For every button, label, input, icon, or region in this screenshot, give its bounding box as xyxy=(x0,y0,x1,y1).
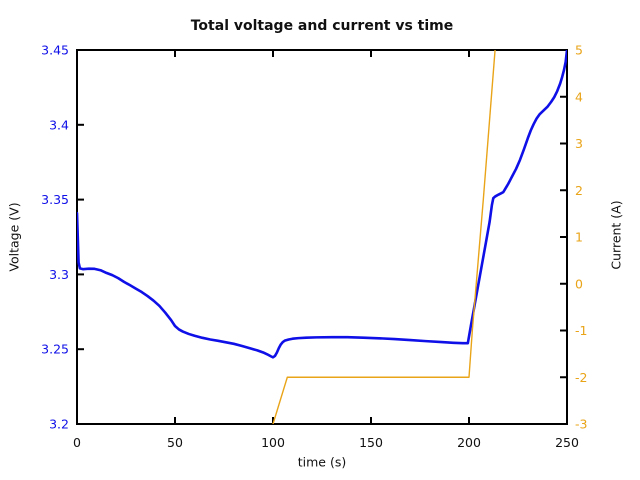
y-left-tick-label: 3.45 xyxy=(41,43,69,58)
voltage-line xyxy=(77,50,567,359)
x-tick-label: 0 xyxy=(73,435,81,450)
x-tick-label: 200 xyxy=(457,435,481,450)
y-left-tick-label: 3.3 xyxy=(49,267,69,282)
y-right-tick-label: -2 xyxy=(575,370,587,385)
y-right-tick-label: -3 xyxy=(575,417,587,432)
y-right-tick-label: 3 xyxy=(575,136,583,151)
current-line xyxy=(272,50,496,424)
chart-title: Total voltage and current vs time xyxy=(190,18,454,34)
x-tick-label: 50 xyxy=(167,435,183,450)
y-right-tick-label: 0 xyxy=(575,276,583,291)
y-right-tick-label: 1 xyxy=(575,230,583,245)
y-left-tick-label: 3.25 xyxy=(41,342,69,357)
x-tick-label: 150 xyxy=(359,435,383,450)
x-tick-label: 250 xyxy=(555,435,579,450)
y-right-tick-label: 2 xyxy=(575,183,583,198)
y-left-tick-label: 3.35 xyxy=(41,192,69,207)
y-left-tick-label: 3.4 xyxy=(49,117,69,132)
y-left-tick-label: 3.2 xyxy=(49,417,69,432)
x-tick-label: 100 xyxy=(261,435,285,450)
y-right-tick-label: 4 xyxy=(575,89,583,104)
plot-border xyxy=(76,49,568,425)
x-axis-label: time (s) xyxy=(297,454,347,470)
y-right-tick-label: 5 xyxy=(575,43,583,58)
y-right-tick-label: -1 xyxy=(575,323,587,338)
